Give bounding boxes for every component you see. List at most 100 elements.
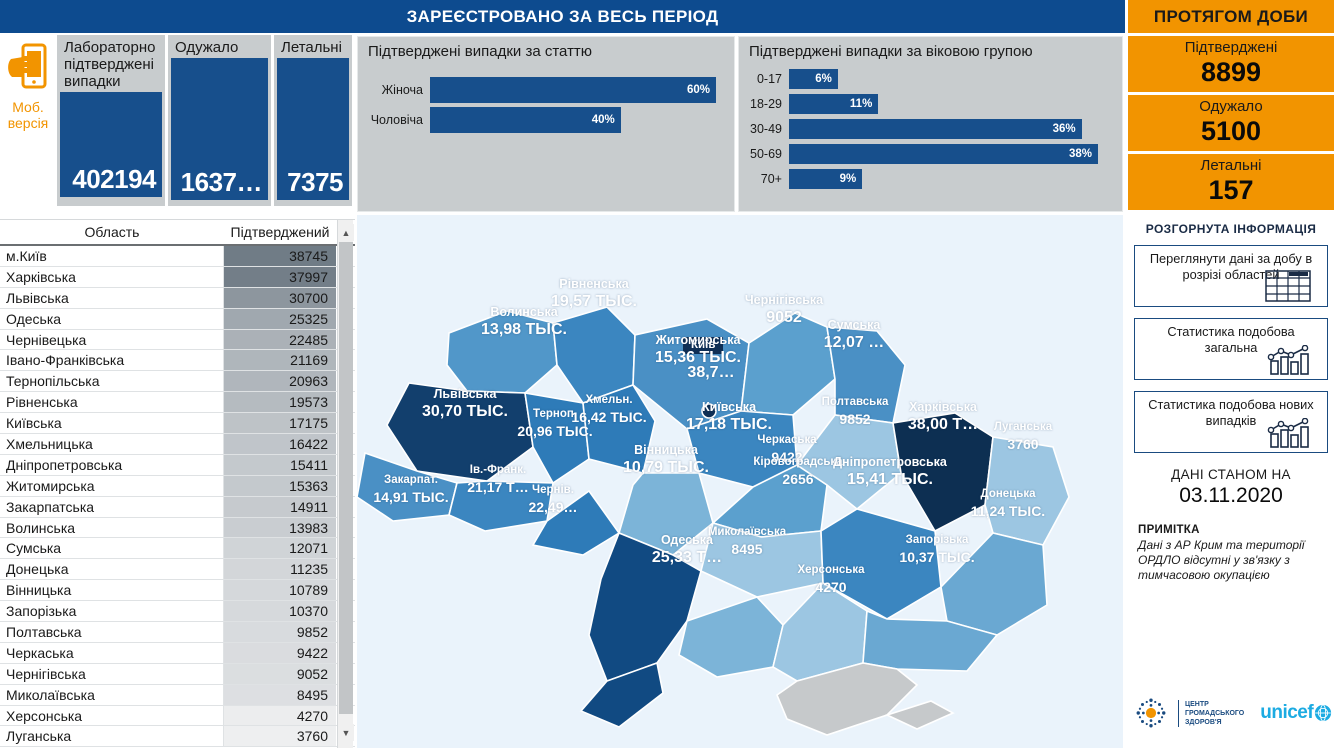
right-sidebar: Підтверджені 8899 Одужало 5100 Летальні … [1128,36,1334,728]
link-card-daily-stats-new-cases[interactable]: Статистика подобова нових випадків [1134,391,1328,453]
table-row[interactable]: Тернопільська 20963 [0,371,355,393]
bar-value-label: 9% [839,173,857,185]
bar-track: 9% [789,169,1098,189]
bar-track: 11% [789,94,1098,114]
cell-region: Чернівецька [0,329,224,350]
mobile-phone-hand-icon [8,43,47,89]
table-row[interactable]: Київська 17175 [0,413,355,435]
cell-confirmed: 10370 [224,601,336,622]
table-row[interactable]: Чернівецька 22485 [0,329,355,351]
bar-track: 40% [430,107,716,133]
table-row[interactable]: Полтавська 9852 [0,622,355,643]
table-row[interactable]: Львівська 30700 [0,287,355,309]
column-header-region[interactable]: Область [84,224,140,240]
table-row[interactable]: Сумська 12071 [0,538,355,560]
column-header-confirmed[interactable]: Підтверджений [230,224,330,240]
cell-confirmed: 9422 [224,642,336,663]
scroll-down-icon[interactable]: ▼ [338,724,354,741]
chart-bars: Жіноча 60% Чоловіча 40% [358,77,734,133]
bar-row[interactable]: 0-17 6% [739,69,1098,89]
cell-confirmed: 17175 [224,413,336,434]
link-card-daily-stats-general[interactable]: Статистика подобова загальна [1134,318,1328,380]
footer-logo-line2: ГРОМАДСЬКОГО [1185,709,1245,717]
daily-card-confirmed[interactable]: Підтверджені 8899 [1128,36,1334,92]
public-health-center-mark-icon [1136,698,1166,728]
table-row[interactable]: Хмельницька 16422 [0,434,355,455]
bar-track: 38% [789,144,1098,164]
cell-region: Київська [0,413,224,434]
table-row[interactable]: Харківська 37997 [0,266,355,288]
link-card-label: Переглянути дані за добу в розрізі облас… [1149,251,1313,282]
cell-region: Сумська [0,538,224,559]
link-card-daily-by-region[interactable]: Переглянути дані за добу в розрізі облас… [1134,245,1328,307]
bar-category-label: 30-49 [750,122,782,136]
bar-category-label: Жіноча [381,83,423,97]
scrollbar-thumb[interactable] [339,242,353,714]
daily-value: 8899 [1200,57,1262,87]
table-row[interactable]: Закарпатська 14911 [0,496,355,518]
cell-confirmed: 25325 [224,308,336,329]
table-row[interactable]: Вінницька 10789 [0,580,355,602]
bar-fill: 60% [430,77,716,103]
cell-confirmed: 10789 [224,580,336,601]
kpi-card-confirmed[interactable]: Лабораторно підтверджені випадки 402194 [57,35,165,206]
daily-card-deaths[interactable]: Летальні 157 [1128,154,1334,210]
table-body: м.Київ 38745 Харківська 37997 Львівська 30700… [0,246,355,748]
cell-confirmed: 15411 [224,454,336,475]
table-scrollbar[interactable]: ▲ ▼ [337,220,354,748]
kpi-value: 1637… [171,58,268,200]
bar-row[interactable]: Чоловіча 40% [358,107,716,133]
bar-row[interactable]: 70+ 9% [739,169,1098,189]
daily-card-recovered[interactable]: Одужало 5100 [1128,95,1334,151]
table-row[interactable]: Херсонська 4270 [0,705,355,727]
chart-title: Підтверджені випадки за віковою групою [749,43,1033,60]
table-row[interactable]: Донецька 11235 [0,559,355,581]
chart-cases-by-gender: Підтверджені випадки за статтю Жіноча 60… [357,36,735,212]
bar-value-label: 40% [591,114,615,126]
table-row[interactable]: Одеська 25325 [0,308,355,330]
table-row[interactable]: Чернігівська 9052 [0,663,355,685]
table-row[interactable]: Івано-Франківська 21169 [0,350,355,372]
map-label-kyiv-city-chip[interactable]: Київ [683,337,724,354]
scroll-up-icon[interactable]: ▲ [338,224,354,241]
bar-row[interactable]: Жіноча 60% [358,77,716,103]
cell-confirmed: 9052 [224,663,336,684]
bar-category-label: 18-29 [750,97,782,111]
bar-row[interactable]: 30-49 36% [739,119,1098,139]
cell-confirmed: 22485 [224,329,336,350]
bar-value-label: 6% [815,73,832,85]
cell-confirmed: 37997 [224,266,336,287]
footer-logos: ЦЕНТР ГРОМАДСЬКОГО ЗДОРОВ'Я unicef [1134,696,1332,730]
table-row[interactable]: Миколаївська 8495 [0,684,355,706]
table-row[interactable]: Луганська 3760 [0,726,355,748]
table-row[interactable]: м.Київ 38745 [0,246,355,267]
table-row[interactable]: Рівненська 19573 [0,392,355,414]
bar-row[interactable]: 18-29 11% [739,94,1098,114]
daily-label: Одужало [1199,98,1263,115]
link-card-label: Статистика подобова нових випадків [1148,397,1314,428]
bar-fill: 36% [789,119,1082,139]
bar-track: 60% [430,77,716,103]
cell-region: м.Київ [0,246,224,266]
link-card-label: Статистика подобова загальна [1167,324,1295,355]
mobile-version-button[interactable]: Моб. версія [2,37,54,167]
table-row[interactable]: Дніпропетровська 15411 [0,454,355,476]
table-row[interactable]: Черкаська 9422 [0,642,355,664]
kpi-card-deaths[interactable]: Летальні 7375 [274,35,352,206]
regions-table: Область Підтверджений м.Київ 38745 Харківс… [0,219,355,748]
bar-row[interactable]: 50-69 38% [739,144,1098,164]
cell-region: Харківська [0,266,224,287]
region-crimea-kerch [884,700,955,730]
cell-region: Івано-Франківська [0,350,224,371]
cell-region: Луганська [0,726,224,747]
table-row[interactable]: Запорізька 10370 [0,601,355,623]
bar-fill: 6% [789,69,838,89]
cell-region: Запорізька [0,601,224,622]
bar-category-label: 50-69 [750,147,782,161]
table-row[interactable]: Житомирська 15363 [0,475,355,497]
chart-cases-by-age-group: Підтверджені випадки за віковою групою 0… [738,36,1123,212]
kpi-card-recovered[interactable]: Одужало 1637… [168,35,271,206]
table-row[interactable]: Волинська 13983 [0,517,355,539]
ukraine-choropleth-map[interactable]: Київ Волинська 13,98 ТЫС. Рівненська 19,… [357,215,1123,748]
cell-region: Херсонська [0,705,224,726]
